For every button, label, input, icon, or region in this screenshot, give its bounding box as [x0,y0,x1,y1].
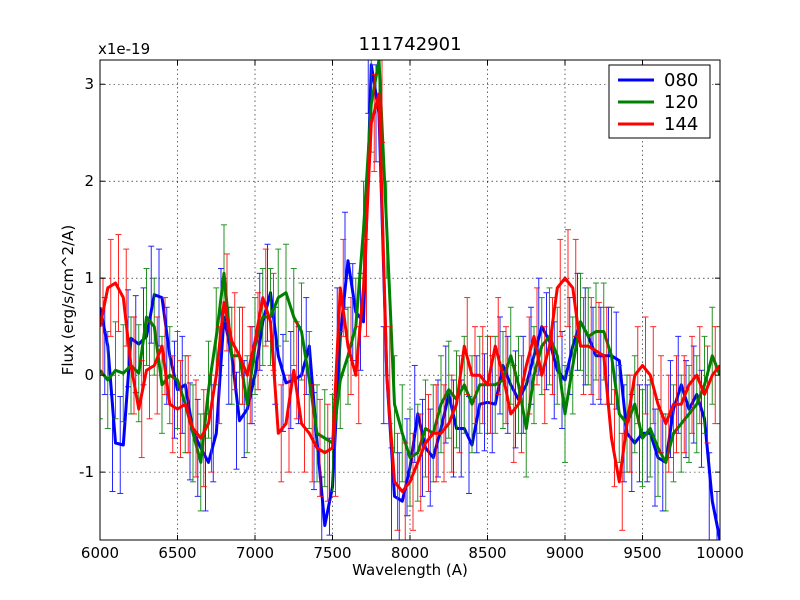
x-tick-label: 9000 [546,544,584,562]
ticks: 6000 6500 7000 7500 8000 8500 9000 9500 10000 -1 0… [79,60,744,562]
x-axis-label: Wavelength (A) [352,561,468,579]
legend: 080 120 144 [608,64,711,139]
y-tick-label: -1 [79,463,94,481]
y-tick-label: 3 [84,75,94,93]
series-layer [100,60,720,540]
series-144 [100,60,720,540]
y-tick-label: 2 [84,172,94,190]
x-tick-label: 8000 [391,544,429,562]
legend-label-120: 120 [664,92,698,113]
legend-label-080: 080 [664,70,698,91]
x-tick-label: 7000 [236,544,274,562]
y-tick-label: 1 [84,269,94,287]
x-tick-label: 6500 [158,544,196,562]
legend-label-144: 144 [664,114,698,135]
chart-title: 111742901 [358,34,461,55]
x-tick-label: 8500 [468,544,506,562]
x-tick-label: 7500 [313,544,351,562]
x-tick-label: 10000 [696,544,744,562]
x-tick-label: 9500 [623,544,661,562]
x-tick-label: 6000 [81,544,119,562]
series-line-144 [100,92,720,493]
y-tick-label: 0 [84,366,94,384]
axis-offset-label: x1e-19 [98,40,150,58]
y-axis-label: Flux (erg/s/cm^2/A) [59,225,77,376]
